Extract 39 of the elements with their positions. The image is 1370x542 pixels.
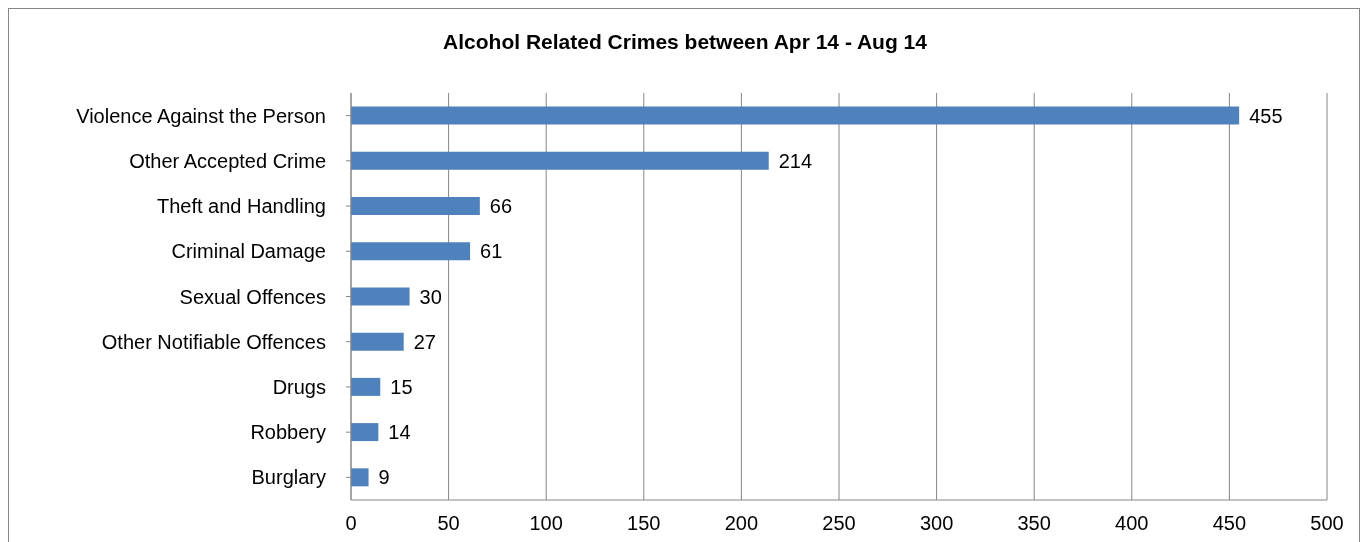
bar [351, 468, 369, 487]
data-label: 66 [489, 195, 513, 218]
x-tick-label: 50 [437, 512, 460, 535]
bar [351, 106, 1240, 125]
data-label: 455 [1249, 104, 1283, 127]
bar [351, 242, 471, 261]
y-tick-label: Other Notifiable Offences [101, 330, 326, 353]
bar [351, 377, 381, 396]
bar [351, 151, 769, 170]
x-tick-label: 400 [1115, 512, 1149, 535]
y-tick-label: Robbery [250, 421, 326, 444]
bar [351, 332, 404, 351]
x-tick-label: 450 [1212, 512, 1247, 535]
x-tick-label: 200 [724, 512, 759, 535]
x-tick-label: 300 [919, 512, 954, 535]
data-label: 14 [388, 421, 411, 444]
x-tick-label: 100 [529, 512, 563, 535]
y-tick-label: Criminal Damage [171, 240, 326, 263]
x-tick-label: 150 [627, 512, 661, 535]
data-label: 15 [390, 375, 413, 398]
data-label: 27 [413, 330, 436, 353]
y-tick-label: Other Accepted Crime [129, 149, 326, 172]
y-tick-label: Sexual Offences [179, 285, 326, 308]
y-tick-label: Theft and Handling [156, 195, 326, 218]
y-tick-label: Burglary [251, 466, 326, 489]
bar [351, 287, 410, 306]
data-label: 9 [378, 466, 390, 489]
y-tick-label: Violence Against the Person [76, 104, 326, 127]
x-tick-label: 250 [822, 512, 856, 535]
bar [351, 196, 480, 215]
x-tick-label: 350 [1017, 512, 1051, 535]
x-tick-label: 0 [345, 512, 357, 535]
y-tick-label: Drugs [272, 376, 326, 399]
chart-title: Alcohol Related Crimes between Apr 14 - Aug 14 [442, 30, 928, 54]
data-label: 61 [480, 240, 503, 263]
bar [351, 423, 379, 442]
data-label: 214 [778, 149, 813, 172]
data-label: 30 [419, 285, 442, 308]
x-tick-label: 500 [1310, 512, 1344, 535]
